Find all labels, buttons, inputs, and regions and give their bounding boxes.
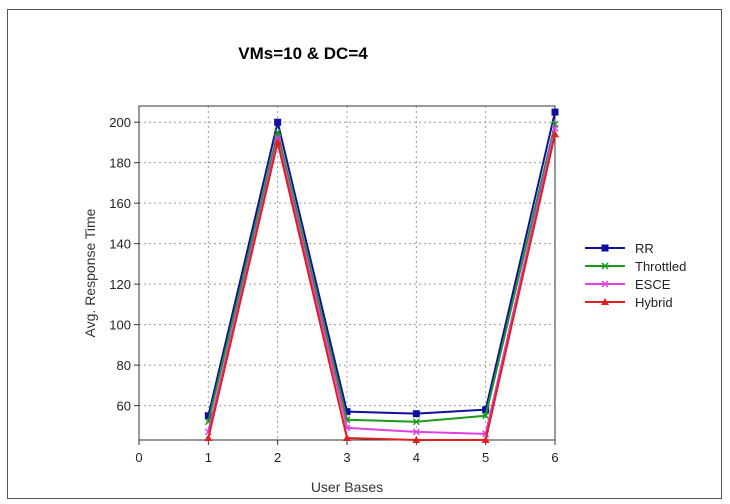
y-tick-label-1: 80 xyxy=(117,358,131,373)
series-line-1 xyxy=(207,123,556,423)
series-3-point-5 xyxy=(551,130,559,138)
series-1 xyxy=(204,120,559,426)
legend-marker-1 xyxy=(601,262,609,270)
x-tick-label-0: 0 xyxy=(135,450,142,465)
series-line-2 xyxy=(207,128,556,435)
series-3-point-2 xyxy=(343,433,351,441)
y-tick-label-2: 100 xyxy=(109,318,131,333)
y-tick-label-0: 60 xyxy=(117,399,131,414)
series-3-point-3 xyxy=(412,436,421,443)
grid-lines xyxy=(139,106,555,440)
legend-marker-2 xyxy=(601,280,609,288)
y-tick-label-4: 140 xyxy=(109,237,131,252)
series-0-point-0 xyxy=(204,412,212,420)
chart-frame xyxy=(7,9,722,499)
series-3-point-1 xyxy=(273,138,282,146)
series-line-3 xyxy=(207,134,556,441)
legend-marker-0 xyxy=(601,244,609,252)
y-axis-ticks: 60 80 100 120 140 160 180 200 xyxy=(109,115,139,414)
series-1-point-3 xyxy=(412,418,420,426)
legend-label-1: Throttled xyxy=(635,259,686,274)
legend-entry-3: Hybrid xyxy=(585,295,673,310)
series-0 xyxy=(204,108,559,420)
legend: RR Throttled ESCE Hybrid xyxy=(585,241,686,310)
series-0-point-2 xyxy=(343,408,351,416)
legend-marker-3 xyxy=(601,298,609,305)
series-0-point-1 xyxy=(274,118,282,126)
legend-entry-1: Throttled xyxy=(585,259,686,274)
series-3 xyxy=(204,130,559,443)
legend-label-2: ESCE xyxy=(635,277,671,292)
series-2-point-5 xyxy=(551,124,559,132)
x-axis-ticks: 0 1 2 3 4 5 6 xyxy=(135,440,559,465)
x-tick-label-1: 1 xyxy=(205,450,212,465)
series-lines xyxy=(204,108,559,443)
y-tick-label-6: 180 xyxy=(109,156,131,171)
x-axis-label: User Bases xyxy=(311,479,383,495)
x-tick-label-2: 2 xyxy=(274,450,281,465)
legend-label-0: RR xyxy=(635,241,654,256)
series-2-point-1 xyxy=(274,134,282,142)
x-tick-label-6: 6 xyxy=(551,450,558,465)
x-tick-label-5: 5 xyxy=(482,450,489,465)
series-3-point-0 xyxy=(204,433,213,441)
chart-title: VMs=10 & DC=4 xyxy=(238,44,368,63)
y-tick-label-5: 160 xyxy=(109,196,131,211)
legend-entry-2: ESCE xyxy=(585,277,671,292)
series-1-point-4 xyxy=(482,412,490,420)
series-1-point-1 xyxy=(274,128,282,136)
series-3-point-4 xyxy=(481,436,490,443)
x-tick-label-3: 3 xyxy=(343,450,350,465)
series-0-point-4 xyxy=(482,406,490,414)
y-tick-label-3: 120 xyxy=(109,277,131,292)
series-2-point-3 xyxy=(412,428,420,436)
legend-label-3: Hybrid xyxy=(635,295,673,310)
series-2 xyxy=(204,124,559,438)
y-axis-label: Avg. Response Time xyxy=(82,208,98,337)
series-line-0 xyxy=(207,111,556,416)
legend-entry-0: RR xyxy=(585,241,654,256)
y-tick-label-7: 200 xyxy=(109,115,131,130)
x-tick-label-4: 4 xyxy=(413,450,420,465)
series-0-point-5 xyxy=(551,108,559,116)
series-0-point-3 xyxy=(412,410,420,418)
